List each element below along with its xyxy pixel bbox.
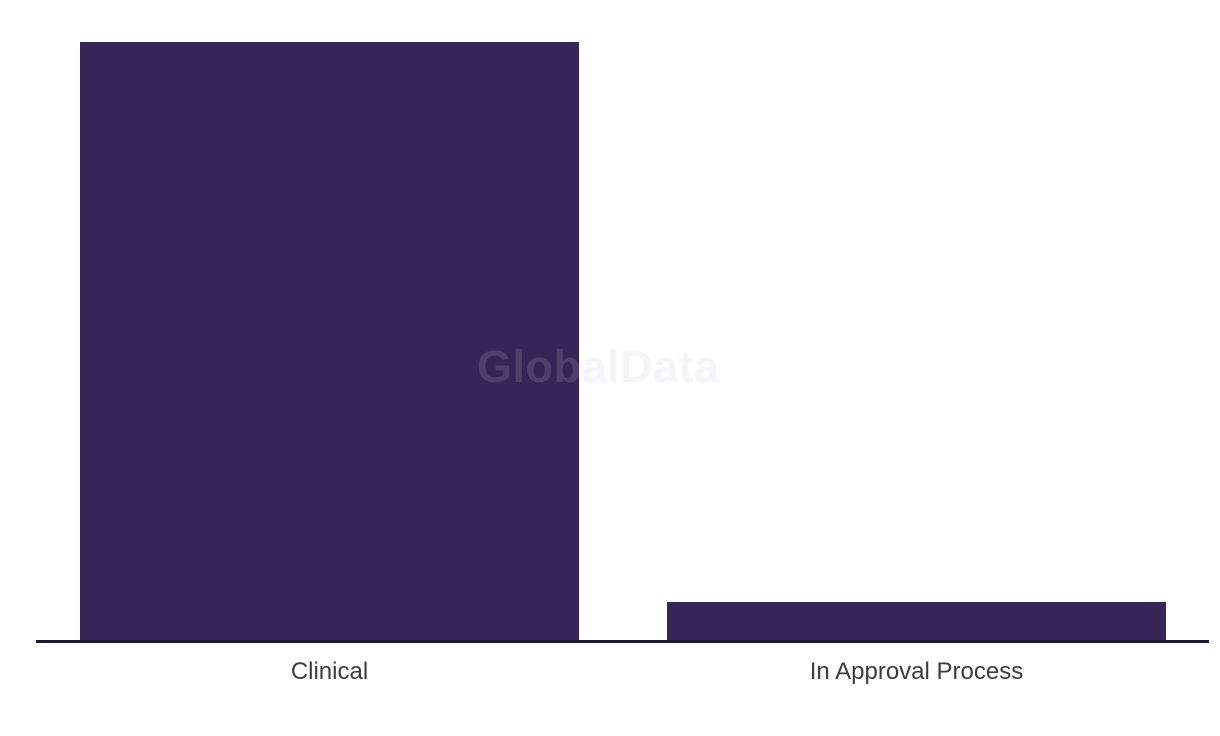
x-label-in-approval-process: In Approval Process (809, 658, 1024, 685)
bar-clinical (80, 42, 579, 641)
x-axis-line (36, 640, 1209, 643)
x-label-clinical: Clinical (290, 658, 369, 685)
globaldata-watermark-overlay: GlobalData (477, 341, 720, 392)
bar-in-approval-process (667, 602, 1166, 641)
